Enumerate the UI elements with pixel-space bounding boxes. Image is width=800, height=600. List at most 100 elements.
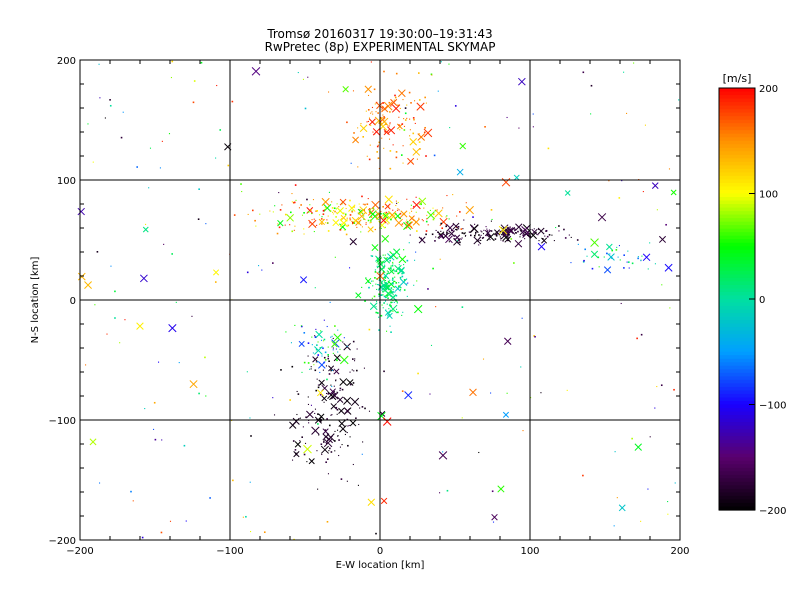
data-point	[331, 385, 333, 388]
data-point-cross	[658, 235, 667, 243]
data-point	[481, 237, 484, 239]
data-point	[445, 233, 448, 235]
data-point	[352, 382, 355, 384]
colorbar-band	[719, 225, 755, 230]
data-point-cross	[438, 451, 448, 460]
data-point	[317, 341, 319, 343]
data-point-cross	[213, 269, 220, 276]
data-point	[381, 304, 383, 306]
data-point	[640, 259, 642, 261]
data-point	[328, 447, 331, 450]
data-point	[321, 223, 323, 225]
data-point	[385, 296, 387, 299]
data-point	[406, 104, 408, 106]
colorbar-band	[719, 95, 755, 100]
data-point	[397, 257, 399, 259]
data-point	[391, 279, 394, 281]
data-point	[314, 335, 316, 337]
data-point	[440, 61, 442, 63]
data-point	[290, 211, 292, 214]
colorbar-band	[719, 281, 755, 286]
data-point	[404, 119, 407, 121]
data-point	[209, 497, 211, 499]
data-point	[328, 91, 330, 93]
colorbar-band	[719, 179, 755, 184]
data-point	[416, 158, 418, 160]
data-point	[315, 348, 318, 351]
data-point	[461, 417, 463, 419]
data-point	[399, 289, 402, 291]
data-point	[446, 194, 448, 197]
data-point	[336, 391, 338, 393]
data-point	[328, 424, 331, 427]
data-point	[530, 397, 532, 399]
x-tick-label: 0	[377, 546, 383, 557]
data-point	[667, 513, 669, 515]
data-point	[393, 301, 395, 303]
data-point	[323, 440, 325, 442]
data-point	[410, 102, 412, 104]
data-point	[305, 416, 307, 419]
data-point	[461, 237, 463, 239]
x-tick-label: 200	[670, 546, 689, 557]
data-point	[327, 354, 329, 356]
data-point	[640, 520, 642, 522]
colorbar-band	[719, 151, 755, 156]
data-point-cross	[371, 244, 379, 252]
data-point-cross	[409, 138, 418, 146]
data-point	[491, 490, 494, 493]
colorbar-band	[719, 186, 755, 191]
data-point	[284, 224, 286, 226]
data-point	[509, 226, 511, 228]
data-point	[353, 222, 356, 224]
data-point-cross	[417, 133, 426, 141]
data-point	[411, 161, 413, 163]
data-point	[319, 347, 321, 349]
data-point	[304, 442, 307, 444]
data-point	[396, 302, 398, 304]
data-point	[490, 392, 492, 394]
data-point	[495, 234, 498, 237]
data-point	[401, 272, 403, 275]
colorbar-band	[719, 411, 755, 416]
data-point	[515, 232, 517, 234]
data-point	[446, 215, 448, 217]
data-point	[415, 251, 417, 253]
data-point	[380, 212, 382, 215]
data-point-cross	[332, 219, 340, 227]
data-point	[336, 408, 339, 411]
colorbar-band	[719, 130, 755, 135]
data-point	[417, 72, 420, 74]
colorbar-band	[719, 376, 755, 381]
data-point	[395, 282, 398, 284]
data-point	[395, 72, 398, 75]
data-point	[310, 366, 312, 368]
data-point	[280, 369, 282, 371]
data-point	[388, 125, 390, 127]
y-tick-label: 100	[57, 176, 76, 187]
data-point	[479, 236, 481, 238]
data-point	[376, 265, 378, 267]
data-point-cross	[342, 86, 349, 93]
data-point	[365, 277, 367, 279]
data-point	[502, 234, 505, 236]
data-point	[406, 221, 409, 223]
colorbar-band	[719, 306, 755, 311]
data-point	[616, 497, 618, 499]
data-point	[327, 215, 329, 217]
data-point-cross	[371, 200, 380, 210]
data-point	[370, 124, 372, 127]
data-point	[454, 238, 456, 240]
data-point	[377, 216, 380, 219]
data-point	[459, 211, 461, 213]
data-point	[510, 238, 513, 240]
data-point	[161, 439, 163, 441]
data-points	[77, 60, 680, 541]
data-point	[338, 439, 340, 441]
data-point	[246, 271, 249, 274]
data-point	[382, 267, 385, 269]
colorbar-band	[719, 502, 755, 508]
data-point	[315, 389, 318, 392]
data-point	[343, 337, 345, 339]
data-point	[214, 281, 217, 283]
